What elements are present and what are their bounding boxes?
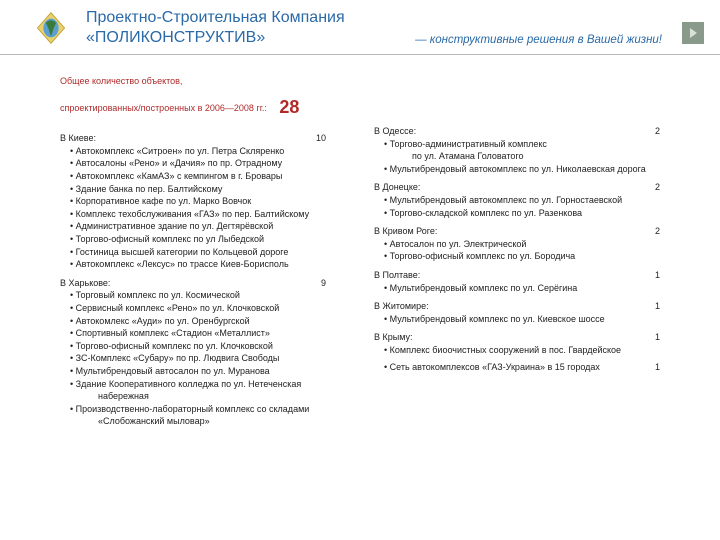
- list-item: Автосалон по ул. Электрической: [384, 238, 684, 251]
- city-header: В Полтаве: 1: [374, 269, 684, 282]
- city-items: Мультибрендовый комплекс по ул. Киевское…: [374, 313, 684, 326]
- list-item: Мультибрендовый автосалон по ул. Муранов…: [70, 365, 360, 378]
- list-item: Торгово-офисный комплекс по ул. Клочковс…: [70, 340, 360, 353]
- list-item: Мультибрендовый автокомплекс по ул. Нико…: [384, 163, 684, 176]
- next-arrow-button[interactable]: [682, 22, 704, 44]
- city-items: Автокомплекс «Ситроен» по ул. Петра Скля…: [60, 145, 360, 271]
- list-item: Торгово-складской комплекс по ул. Разенк…: [384, 207, 684, 220]
- list-item: Комплекс биоочистных сооружений в пос. Г…: [384, 344, 684, 357]
- tagline: — конструктивные решения в Вашей жизни!: [415, 34, 662, 46]
- content: Общее количество объектов, спроектирован…: [0, 55, 720, 432]
- city-count: 9: [321, 277, 360, 290]
- city-header: В Донецке: 2: [374, 181, 684, 194]
- list-item: Автокомплекс «КамАЗ» с кемпингом в г. Бр…: [70, 170, 360, 183]
- list-item: Автокомплекс «Ситроен» по ул. Петра Скля…: [70, 145, 360, 158]
- extra-network-line: • Сеть автокомплексов «ГАЗ-Украина» в 15…: [374, 361, 684, 374]
- city-header: В Крыму: 1: [374, 331, 684, 344]
- city-name: В Кривом Роге:: [374, 225, 437, 238]
- city-name: В Киеве:: [60, 132, 96, 145]
- total-count: 28: [279, 97, 299, 117]
- city-name: В Полтаве:: [374, 269, 420, 282]
- city-items: Мультибрендовый автокомплекс по ул. Горн…: [374, 194, 684, 219]
- city-header: В Житомире: 1: [374, 300, 684, 313]
- list-item: Гостиница высшей категории по Кольцевой …: [70, 246, 360, 259]
- list-item: Мультибрендовый автокомплекс по ул. Горн…: [384, 194, 684, 207]
- list-item: Административное здание по ул. Дегтярёвс…: [70, 220, 360, 233]
- list-item: Сервисный комплекс «Рено» по ул. Клочков…: [70, 302, 360, 315]
- city-name: В Одессе:: [374, 125, 416, 138]
- city-header: В Харькове: 9: [60, 277, 360, 290]
- list-item: Спортивный комплекс «Стадион «Металлист»: [70, 327, 360, 340]
- city-name: В Крыму:: [374, 331, 413, 344]
- city-name: В Харькове:: [60, 277, 110, 290]
- list-item-continuation: «Слобожанский мыловар»: [70, 415, 360, 428]
- city-count: 1: [655, 269, 684, 282]
- list-item: Торгово-офисный комплекс по ул Лыбедской: [70, 233, 360, 246]
- list-item: Автокомплекс «Лексус» по трассе Киев-Бор…: [70, 258, 360, 271]
- city-header: В Киеве: 10: [60, 132, 360, 145]
- list-item: Здание Кооперативного колледжа по ул. Не…: [70, 378, 360, 391]
- header: Проектно-Строительная Компания «ПОЛИКОНС…: [0, 0, 720, 55]
- city-count: 2: [655, 125, 684, 138]
- list-item: Корпоративное кафе по ул. Марко Вовчок: [70, 195, 360, 208]
- list-item: Автокомлекс «Ауди» по ул. Оренбургской: [70, 315, 360, 328]
- list-item-continuation: по ул. Атамана Головатого: [384, 150, 684, 163]
- list-item: Мультибрендовый комплекс по ул. Серёгина: [384, 282, 684, 295]
- city-header: В Кривом Роге: 2: [374, 225, 684, 238]
- city-count: 2: [655, 181, 684, 194]
- company-logo-icon: [34, 11, 68, 45]
- company-name-line1: Проектно-Строительная Компания: [86, 8, 700, 28]
- city-count: 10: [316, 132, 360, 145]
- list-item: Торгово-административный комплекс: [384, 138, 684, 151]
- list-item: Комплекс техобслуживания «ГАЗ» по пер. Б…: [70, 208, 360, 221]
- list-item: Автосалоны «Рено» и «Дачия» по пр. Отрад…: [70, 157, 360, 170]
- city-count: 1: [655, 300, 684, 313]
- list-item: Производственно-лабораторный комплекс со…: [70, 403, 360, 416]
- list-item-continuation: набережная: [70, 390, 360, 403]
- city-items: Автосалон по ул. ЭлектрическойТоргово-оф…: [374, 238, 684, 263]
- list-item: Здание банка по пер. Балтийскому: [70, 183, 360, 196]
- city-items: Комплекс биоочистных сооружений в пос. Г…: [374, 344, 684, 357]
- city-header: В Одессе: 2: [374, 125, 684, 138]
- list-item: Мультибрендовый комплекс по ул. Киевское…: [384, 313, 684, 326]
- list-item: ЗС-Комплекс «Субару» по пр. Людвига Своб…: [70, 352, 360, 365]
- city-count: 1: [655, 331, 684, 344]
- city-items: Торговый комплекс по ул. КосмическойСерв…: [60, 289, 360, 428]
- right-column: В Одессе:2Торгово-административный компл…: [360, 73, 684, 432]
- left-column: Общее количество объектов, спроектирован…: [60, 73, 360, 432]
- summary-line2: спроектированных/построенных в 2006—2008…: [60, 90, 360, 124]
- summary-block: Общее количество объектов, спроектирован…: [60, 73, 360, 124]
- city-count: 2: [655, 225, 684, 238]
- city-name: В Донецке:: [374, 181, 420, 194]
- city-items: Торгово-административный комплекспо ул. …: [374, 138, 684, 176]
- summary-line1: Общее количество объектов,: [60, 73, 360, 90]
- list-item: Торгово-офисный комплекс по ул. Бородича: [384, 250, 684, 263]
- list-item: Торговый комплекс по ул. Космической: [70, 289, 360, 302]
- city-items: Мультибрендовый комплекс по ул. Серёгина: [374, 282, 684, 295]
- city-name: В Житомире:: [374, 300, 429, 313]
